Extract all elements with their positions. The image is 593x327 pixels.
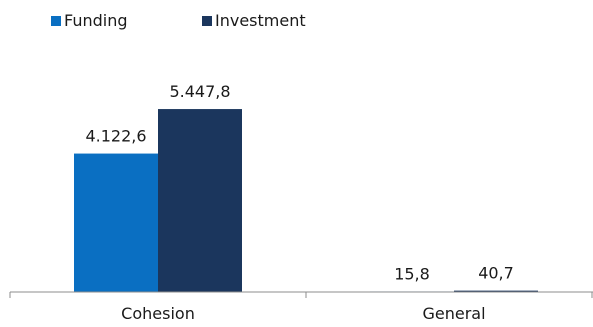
value-label-funding-cohesion: 4.122,6 bbox=[85, 127, 146, 146]
bars-group bbox=[74, 109, 538, 293]
value-labels-group: 4.122,6 5.447,8 15,8 40,7 bbox=[85, 82, 513, 283]
x-axis bbox=[9, 291, 593, 298]
legend-label-funding: Funding bbox=[64, 11, 128, 30]
category-labels-group: Cohesion General bbox=[121, 304, 485, 323]
category-label-general: General bbox=[422, 304, 485, 323]
category-label-cohesion: Cohesion bbox=[121, 304, 195, 323]
value-label-funding-general: 15,8 bbox=[394, 264, 430, 283]
bar-investment-cohesion bbox=[158, 109, 242, 293]
legend-swatch-funding bbox=[51, 16, 61, 26]
bar-investment-general bbox=[454, 290, 538, 292]
value-label-investment-cohesion: 5.447,8 bbox=[169, 82, 230, 101]
legend-swatch-investment bbox=[202, 16, 212, 26]
bar-funding-cohesion bbox=[74, 153, 158, 292]
legend-label-investment: Investment bbox=[215, 11, 306, 30]
value-label-investment-general: 40,7 bbox=[478, 264, 514, 283]
chart-legend: Funding Investment bbox=[51, 11, 306, 30]
